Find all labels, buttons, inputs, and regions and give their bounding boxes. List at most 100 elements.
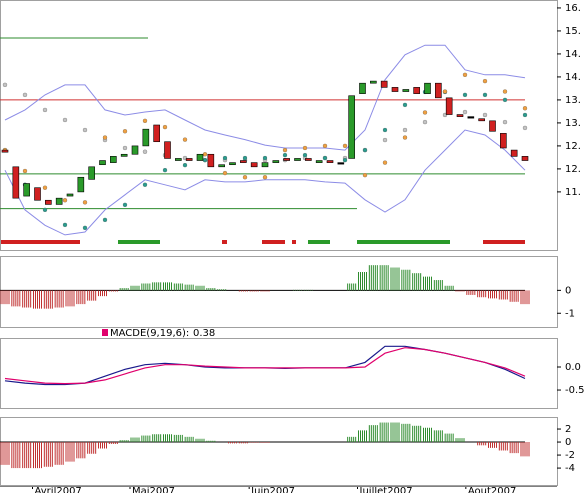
candle-body [196, 153, 204, 161]
indicator-dot [102, 217, 108, 223]
candle-body [456, 114, 464, 117]
indicator-dot [182, 137, 188, 142]
indicator-dot [442, 89, 448, 94]
band-line [4, 44, 526, 151]
candle-body [402, 89, 410, 92]
y-tick-label: 0.0 [565, 362, 581, 373]
indicator-dot [82, 225, 88, 230]
candle-body [153, 124, 160, 143]
indicator-dot [122, 129, 128, 134]
candle-body [120, 153, 128, 157]
indicator-dot [242, 175, 248, 180]
candle-body [521, 156, 529, 161]
indicator-dot [402, 135, 408, 140]
candle-body [250, 162, 258, 168]
x-tick-label: Juillet2007 [359, 486, 413, 493]
candle-body [359, 82, 366, 94]
candle-body [164, 141, 171, 159]
candle-body [175, 158, 182, 161]
signal-segment [222, 240, 227, 244]
candle-body [478, 118, 485, 122]
legend-label: MACDE(9,19,6): [110, 328, 189, 339]
indicator-dot [302, 152, 308, 158]
indicator-dot [402, 127, 408, 133]
candle-body [229, 162, 236, 166]
y-tick-label: 11. [565, 187, 581, 198]
indicator-dot [482, 112, 488, 118]
candle-body [370, 80, 377, 84]
indicator-dot [142, 149, 148, 154]
indicator-dot [222, 155, 228, 161]
y-tick-label: 2 [565, 424, 571, 435]
indicator-dot [162, 168, 168, 173]
y-tick-label: -1 [565, 308, 575, 319]
indicator-dot [62, 222, 68, 228]
candle-body [467, 116, 475, 119]
candle-body [34, 187, 41, 201]
candle-body [218, 164, 225, 168]
candle-body [88, 166, 95, 180]
candle-body [435, 82, 442, 99]
indicator-dot [202, 152, 208, 157]
indicator-dot [262, 155, 268, 161]
y-tick-label: 0 [565, 437, 571, 448]
candle-body [131, 145, 139, 155]
panel-frame [0, 0, 558, 251]
indicator-dot [42, 107, 48, 113]
indicator-dot [462, 109, 468, 115]
indicator-dot [382, 127, 388, 133]
indicator-dot [82, 127, 88, 133]
candle-body [489, 120, 496, 132]
y-tick-label: 0 [565, 285, 571, 296]
signal-segment [308, 240, 330, 244]
indicator-dot [42, 185, 48, 190]
indicator-dot [322, 155, 328, 161]
indicator-dot [102, 135, 108, 140]
indicator-dot [462, 72, 468, 77]
indicator-dot [122, 145, 128, 151]
x-tick-label: Mai2007 [132, 486, 175, 493]
y-tick-label: 16. [565, 3, 581, 14]
y-tick-label: -4 [565, 463, 575, 474]
indicator-dot [502, 89, 508, 94]
candle-body [261, 162, 269, 168]
candle-body [240, 160, 247, 163]
y-tick-label: 12. [565, 164, 581, 175]
indicator-dot [2, 82, 8, 88]
candle-body [77, 176, 85, 193]
indicator-dot [182, 162, 188, 168]
candle-body [315, 160, 323, 163]
candle-body [500, 133, 507, 149]
candle-body [337, 162, 345, 165]
indicator-dot [62, 117, 68, 123]
candle-body [110, 156, 117, 163]
signal-strip [0, 240, 525, 244]
y-tick-label: 12. [565, 141, 581, 152]
candle-body [55, 197, 63, 205]
candle-body [413, 87, 420, 94]
candle-body [424, 82, 431, 94]
macd-line [4, 345, 526, 386]
indicator-dot [462, 92, 468, 98]
band-line [4, 129, 526, 236]
indicator-dot [382, 160, 388, 165]
panel-frame [0, 256, 558, 328]
indicator-dot [342, 157, 348, 163]
legend-value: 0.38 [193, 328, 215, 339]
indicator-dot [482, 92, 488, 98]
candle-body [23, 183, 30, 197]
indicator-dot [522, 106, 528, 111]
panel-frame [0, 417, 558, 486]
indicator-dot [262, 175, 268, 180]
candle-body [391, 87, 399, 92]
indicator-dot [22, 168, 28, 174]
x-tick-label: Aout2007 [468, 486, 517, 493]
y-tick-label: 14. [565, 49, 581, 60]
x-tick-label: Juin2007 [250, 486, 295, 493]
signal-segment [118, 240, 160, 244]
indicator-dot [282, 147, 288, 153]
candle-body [294, 158, 301, 161]
candle-body [326, 160, 334, 163]
macd-line [4, 347, 526, 385]
indicator-dot [22, 92, 28, 98]
